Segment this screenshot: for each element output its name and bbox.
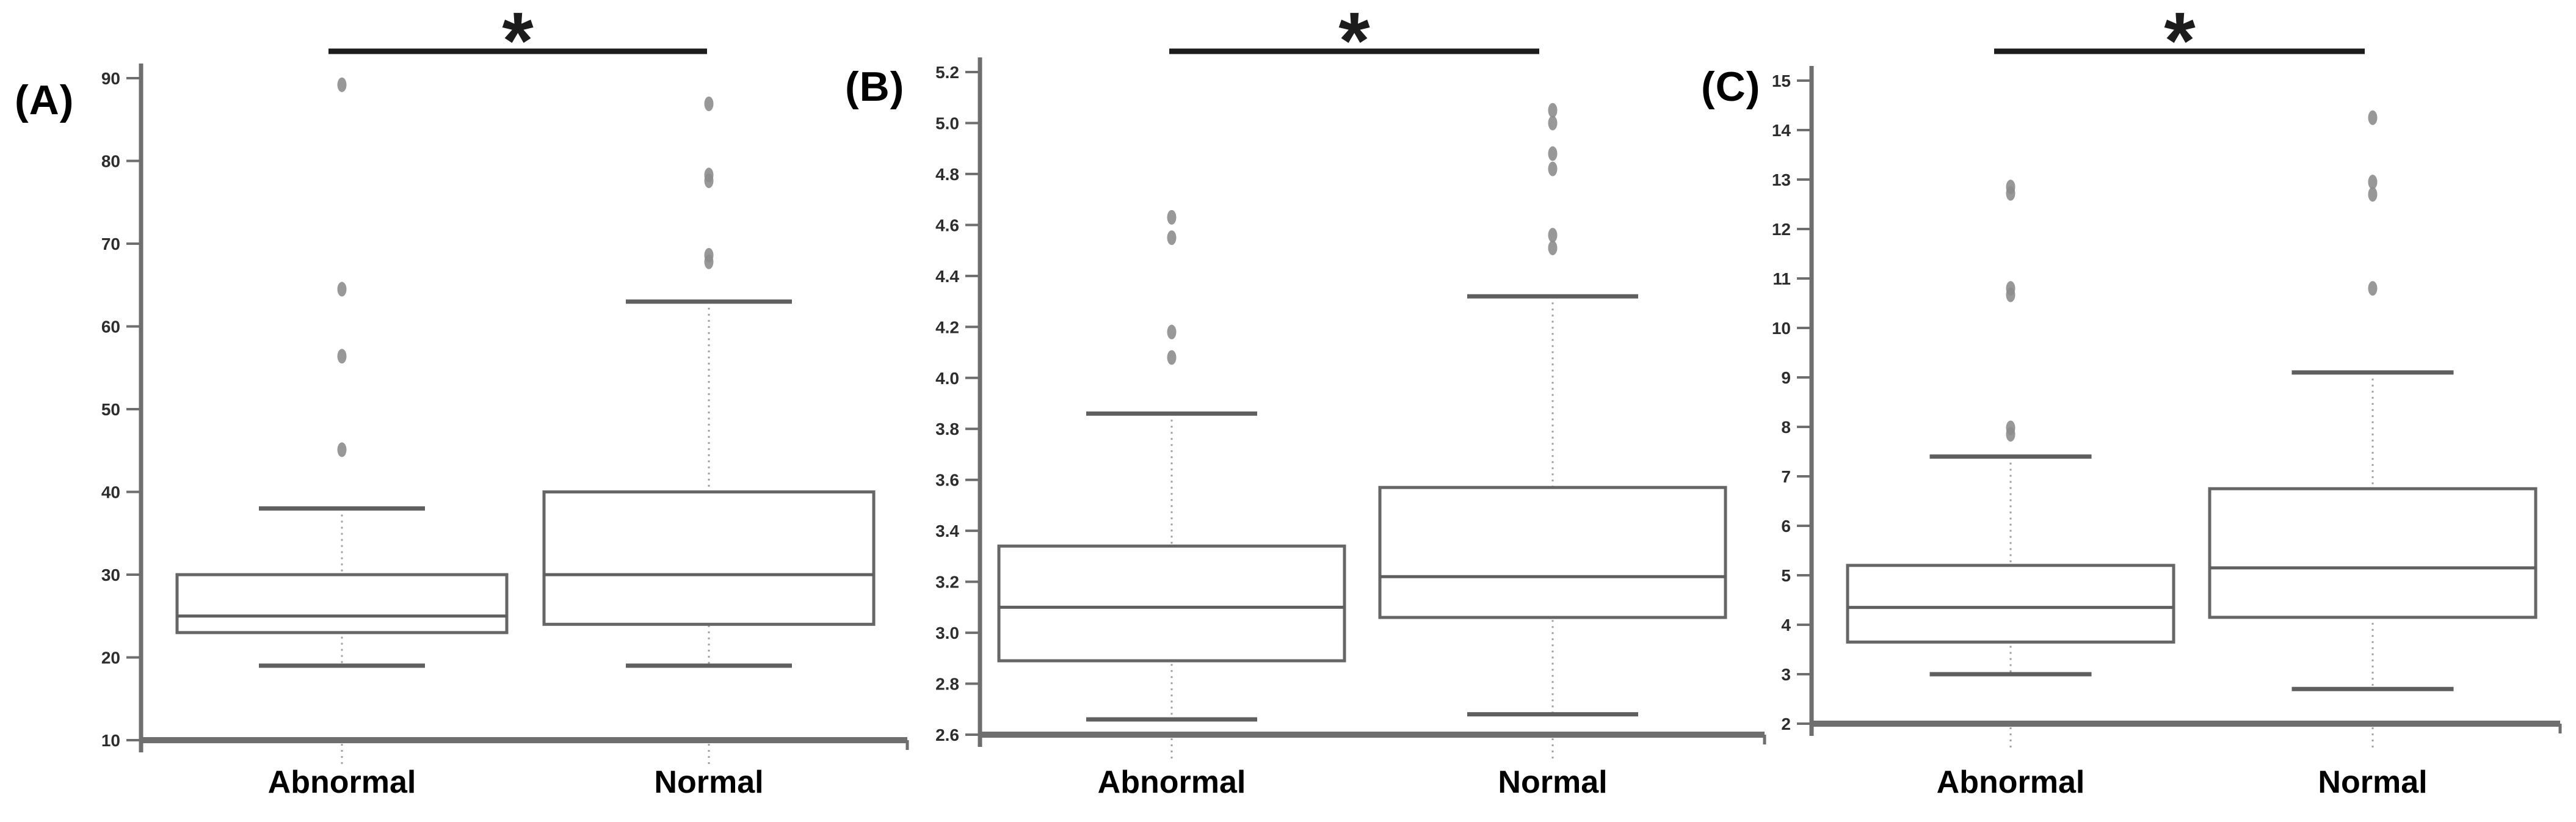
outlier-point (337, 442, 347, 457)
y-tick-label: 4.8 (935, 165, 959, 184)
outlier-point (1548, 115, 1558, 131)
y-tick-label: 10 (1772, 319, 1791, 338)
y-tick-label: 3.6 (935, 471, 959, 490)
y-tick-label: 4.4 (935, 267, 959, 286)
y-tick-label: 50 (101, 400, 120, 419)
outlier-point (2368, 187, 2378, 202)
y-tick-label: 4.2 (935, 318, 959, 336)
box-abnormal (175, 77, 509, 765)
panel-A: 90 80 70 60 50 40 30 20 10 * Abnormal Normal (101, 0, 909, 800)
y-tick-label: 3.4 (935, 522, 959, 540)
y-tick-label: 4 (1781, 616, 1791, 635)
y-tick-label: 3 (1781, 665, 1791, 684)
y-tick-label: 3.2 (935, 573, 959, 592)
y-tick-label: 8 (1781, 418, 1791, 437)
outlier-point (337, 349, 347, 364)
category-label: Normal (2318, 765, 2427, 800)
category-label: Normal (654, 765, 763, 800)
outlier-point (1548, 161, 1558, 176)
y-tick-label: 11 (1772, 269, 1791, 288)
box-normal (2208, 110, 2538, 748)
significance-asterisk: * (2164, 0, 2196, 85)
category-label: Normal (1498, 765, 1607, 800)
y-tick-label: 6 (1781, 517, 1791, 536)
y-tick-label: 70 (101, 235, 120, 253)
y-tick-label: 2.6 (935, 726, 959, 744)
y-tick-label: 14 (1772, 121, 1791, 140)
outlier-point (1548, 103, 1558, 118)
y-tick-label: 15 (1772, 71, 1791, 90)
outlier-point (704, 167, 714, 183)
box-abnormal (997, 209, 1346, 759)
outlier-point (1167, 230, 1177, 246)
panel-label-B: (B) (845, 64, 905, 110)
iqr-box (175, 573, 509, 635)
outlier-point (337, 77, 347, 92)
iqr-box (1378, 486, 1727, 619)
panel-label-C: (C) (1701, 64, 1761, 110)
y-tick-label: 40 (101, 483, 120, 502)
category-label: Abnormal (268, 765, 416, 800)
y-tick-label: 12 (1772, 220, 1791, 239)
y-tick-label: 2.8 (935, 675, 959, 694)
outlier-point (1548, 240, 1558, 255)
iqr-box (2208, 487, 2538, 619)
significance-asterisk: * (1338, 0, 1370, 85)
outlier-point (704, 247, 714, 263)
box-normal (542, 96, 876, 765)
box-abnormal (1846, 180, 2175, 748)
outlier-point (2006, 420, 2015, 435)
y-tick-label: 20 (101, 649, 120, 667)
y-tick-label: 13 (1772, 170, 1791, 189)
y-tick-label: 3.0 (935, 624, 959, 642)
y-tick-label: 10 (101, 731, 120, 750)
outlier-point (1167, 350, 1177, 365)
y-tick-label: 5.0 (935, 114, 959, 133)
y-tick-label: 80 (101, 152, 120, 171)
outlier-point (2006, 180, 2015, 195)
y-tick-label: 90 (101, 69, 120, 88)
y-tick-label: 5 (1781, 566, 1791, 585)
y-tick-label: 4.0 (935, 369, 959, 388)
y-tick-label: 4.6 (935, 216, 959, 235)
outlier-point (337, 282, 347, 297)
y-tick-label: 2 (1781, 715, 1791, 733)
y-tick-label: 3.8 (935, 420, 959, 438)
outlier-point (2368, 175, 2378, 190)
outlier-point (2006, 281, 2015, 296)
panel-B: 5.2 5.0 4.8 4.6 4.4 4.2 4.0 3.8 3.6 3.4 3.2 3.0 2.8 2… (935, 0, 1766, 800)
box-normal (1378, 103, 1727, 759)
outlier-point (1548, 228, 1558, 243)
outlier-point (1548, 146, 1558, 161)
panel-C: 15 14 13 12 11 10 9 8 7 6 5 4 3 2 * Abnormal Normal (1772, 0, 2562, 800)
iqr-box (1846, 564, 2175, 644)
outlier-point (704, 96, 714, 112)
y-tick-label: 7 (1781, 467, 1791, 486)
panel-label-A: (A) (15, 77, 74, 123)
outlier-point (2368, 281, 2378, 296)
y-tick-label: 5.2 (935, 63, 959, 82)
category-label: Abnormal (1098, 765, 1246, 800)
iqr-box (542, 490, 876, 626)
category-label: Abnormal (1937, 765, 2085, 800)
y-tick-label: 9 (1781, 368, 1791, 387)
significance-asterisk: * (502, 0, 534, 85)
iqr-box (997, 544, 1346, 663)
outlier-point (1167, 324, 1177, 340)
y-tick-label: 60 (101, 318, 120, 336)
y-tick-label: 30 (101, 566, 120, 584)
outlier-point (2368, 110, 2378, 125)
outlier-point (1167, 209, 1177, 225)
